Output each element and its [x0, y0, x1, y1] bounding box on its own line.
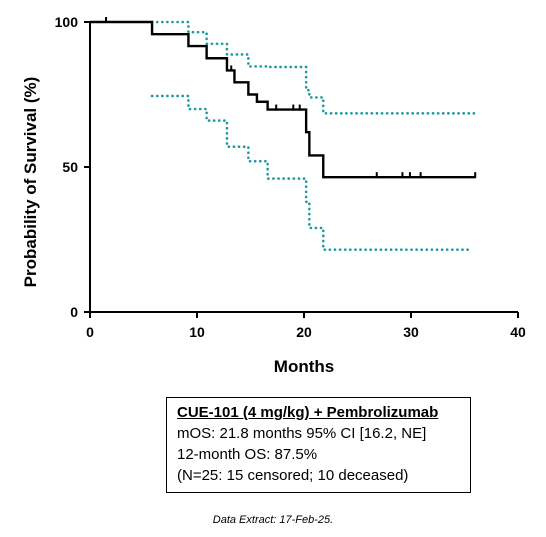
km-estimate-line	[90, 20, 476, 179]
x-axis-title: Months	[274, 357, 334, 376]
y-tick-label: 50	[62, 159, 78, 175]
chart-ticks: 0 10 20 30 40 0 50 100	[55, 14, 526, 340]
ci-lower-line	[150, 94, 472, 251]
legend-line-12-month-os: 12-month OS: 87.5%	[177, 446, 318, 463]
y-tick-label: 0	[70, 304, 78, 320]
legend-line-population: (N=25: 15 censored; 10 deceased)	[177, 467, 409, 484]
x-tick-label: 30	[403, 324, 419, 340]
x-tick-label: 10	[189, 324, 205, 340]
x-tick-label: 20	[296, 324, 312, 340]
chart-axes	[89, 22, 518, 313]
survival-chart: 0 10 20 30 40 0 50 100 Months Probability of Su…	[21, 14, 526, 376]
legend-line-median-os: mOS: 21.8 months 95% CI [16.2, NE]	[177, 425, 427, 442]
summary-legend-box: CUE-101 (4 mg/kg) + Pembrolizumab mOS: 2…	[166, 397, 471, 493]
x-tick-label: 40	[510, 324, 526, 340]
y-tick-label: 100	[55, 14, 79, 30]
chart-series	[90, 17, 477, 251]
ci-upper-line	[150, 20, 477, 115]
legend-title: CUE-101 (4 mg/kg) + Pembrolizumab	[177, 404, 439, 421]
data-extract-footnote: Data Extract: 17-Feb-25.	[212, 514, 334, 526]
y-axis-title: Probability of Survival (%)	[21, 77, 40, 288]
x-tick-label: 0	[86, 324, 94, 340]
